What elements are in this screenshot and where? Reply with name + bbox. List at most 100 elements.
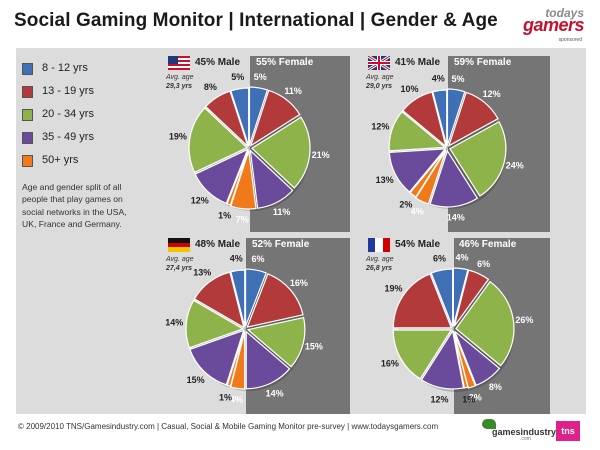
female-share-label: 55% Female (256, 57, 314, 68)
data-label-male-20-34: 19% (169, 132, 187, 142)
pie-slice-female-8-12 (452, 267, 469, 327)
pie-slice-male-8-12 (432, 89, 448, 147)
data-label-female-13-19: 16% (290, 278, 308, 288)
data-label-female-35-49: 14% (447, 212, 465, 222)
us-flag-icon (168, 56, 190, 70)
pie-slice-male-20-34 (185, 299, 245, 349)
pie-slice-male-13-19 (193, 271, 245, 329)
chart-uk: 41% Male 59% Female Avg. age 29,0 yrs 5%… (366, 56, 588, 234)
fr-flag-icon (368, 238, 390, 252)
pie-slice-female-8-12 (446, 88, 466, 146)
data-label-female-8-12: 6% (252, 254, 265, 264)
pie-slice-female-8-12 (244, 268, 267, 327)
data-label-male-50-plus: 1% (219, 392, 232, 402)
pie-slice-female-13-19 (246, 273, 304, 328)
data-label-male-50-plus: 1% (218, 211, 231, 221)
pie-slice-male-35-49 (194, 148, 249, 205)
pie-slice-female-50-plus (414, 150, 447, 205)
legend-label: 35 - 49 yrs (42, 131, 94, 143)
data-label-male-20-34: 12% (371, 121, 389, 131)
data-label-male-8-12: 5% (231, 72, 244, 82)
pie-slice-female-20-34 (449, 120, 507, 197)
pie-slice-male-50-plus (452, 330, 469, 389)
female-share-label: 52% Female (252, 239, 310, 250)
data-label-female-8-12: 5% (451, 74, 464, 84)
pie-slice-male-35-49 (420, 329, 465, 390)
avg-age-caption: Avg. age (166, 256, 194, 263)
pie-slice-female-35-49 (454, 330, 501, 387)
gamesindustry-name: gamesindustry (492, 427, 557, 437)
pie-slice-male-20-34 (392, 329, 453, 380)
data-label-male-35-49: 13% (376, 175, 394, 185)
pie-slice-male-35-49 (388, 148, 447, 193)
data-label-female-50-plus: 4% (411, 206, 424, 216)
pie-slice-female-13-19 (249, 89, 301, 148)
data-label-male-13-19: 13% (193, 267, 211, 277)
data-label-female-20-34: 24% (506, 160, 524, 170)
legend-label: 50+ yrs (42, 154, 79, 166)
pie-usa: 5% 11% 21% 11% 7% 5% 8% 19% 12% 1% (169, 72, 330, 225)
data-label-female-13-19: 6% (477, 259, 490, 269)
pie-slice-female-20-34 (251, 116, 311, 189)
pie-slice-male-13-19 (401, 91, 447, 148)
data-label-male-13-19: 19% (384, 284, 402, 294)
avg-age-value: 27,4 yrs (166, 265, 193, 272)
avg-age-value: 29,3 yrs (166, 83, 193, 90)
avg-age-caption: Avg. age (366, 74, 394, 81)
data-label-female-20-34: 21% (312, 150, 330, 160)
pie-slice-female-8-12 (248, 86, 269, 146)
data-label-male-20-34: 16% (381, 359, 399, 369)
data-label-female-8-12: 5% (254, 72, 267, 82)
legend-label: 8 - 12 yrs (42, 62, 88, 74)
de-flag-icon (168, 238, 190, 252)
data-label-female-50-plus: 2% (469, 392, 482, 402)
uk-flag-icon (368, 56, 390, 70)
data-label-male-13-19: 10% (400, 84, 418, 94)
data-label-male-20-34: 14% (165, 317, 183, 327)
pie-uk: 5% 12% 24% 14% 4% 4% 10% 12% 13% 2% (371, 74, 524, 223)
data-label-female-20-34: 26% (515, 315, 533, 325)
data-label-female-13-19: 12% (483, 89, 501, 99)
legend-swatch (22, 132, 33, 144)
logo-line-gamers: gamers (522, 15, 585, 35)
avg-age-value: 26,8 yrs (366, 265, 393, 272)
legend-swatch (22, 63, 33, 75)
chart-france: 54% Male 46% Female Avg. age 26,8 yrs 4%… (366, 238, 588, 416)
male-share-label: 48% Male (195, 239, 241, 250)
legend-swatch (22, 86, 33, 98)
chart-germany: 48% Male 52% Female Avg. age 27,4 yrs 6%… (165, 238, 388, 416)
pie-slice-female-50-plus (230, 150, 257, 210)
legend-swatch (22, 155, 33, 167)
pie-slice-male-20-34 (188, 107, 249, 174)
pie-slice-male-13-19 (204, 90, 249, 147)
data-label-male-13-19: 8% (204, 82, 217, 92)
data-label-female-35-49: 11% (273, 207, 291, 217)
avg-age-value: 29,0 yrs (366, 83, 393, 90)
male-share-label: 41% Male (395, 57, 441, 68)
chart-usa: 45% Male 55% Female Avg. age 29,3 yrs 5%… (166, 56, 388, 234)
legend-label: 20 - 34 yrs (42, 108, 94, 120)
data-label-male-50-plus: 1% (462, 394, 475, 404)
pie-slice-male-8-12 (430, 268, 454, 328)
pie-slice-male-50-plus (226, 330, 246, 387)
pie-slice-male-20-34 (388, 110, 447, 152)
tns-logo: tns (556, 421, 580, 441)
data-label-male-35-49: 15% (187, 375, 205, 385)
data-label-male-35-49: 12% (191, 195, 209, 205)
pie-slice-male-8-12 (230, 269, 246, 328)
data-label-female-35-49: 14% (266, 389, 284, 399)
data-label-male-8-12: 4% (432, 74, 445, 84)
pie-germany: 6% 16% 15% 14% 4% 4% 13% 14% 15% 1% (165, 254, 323, 405)
gamesindustry-leaf-icon (482, 419, 496, 429)
gamesindustry-suffix: .com (520, 436, 531, 442)
pie-slice-male-13-19 (392, 273, 453, 329)
avg-age-caption: Avg. age (166, 74, 194, 81)
data-label-female-50-plus: 4% (230, 394, 243, 404)
page-title: Social Gaming Monitor | International | … (14, 10, 498, 31)
pie-slice-male-8-12 (230, 87, 250, 147)
footer-source: © 2009/2010 TNS/Gamesindustry.com | Casu… (18, 422, 439, 431)
pie-slice-female-35-49 (249, 149, 294, 209)
data-label-female-13-19: 11% (284, 86, 302, 96)
pie-slice-female-13-19 (447, 91, 499, 147)
